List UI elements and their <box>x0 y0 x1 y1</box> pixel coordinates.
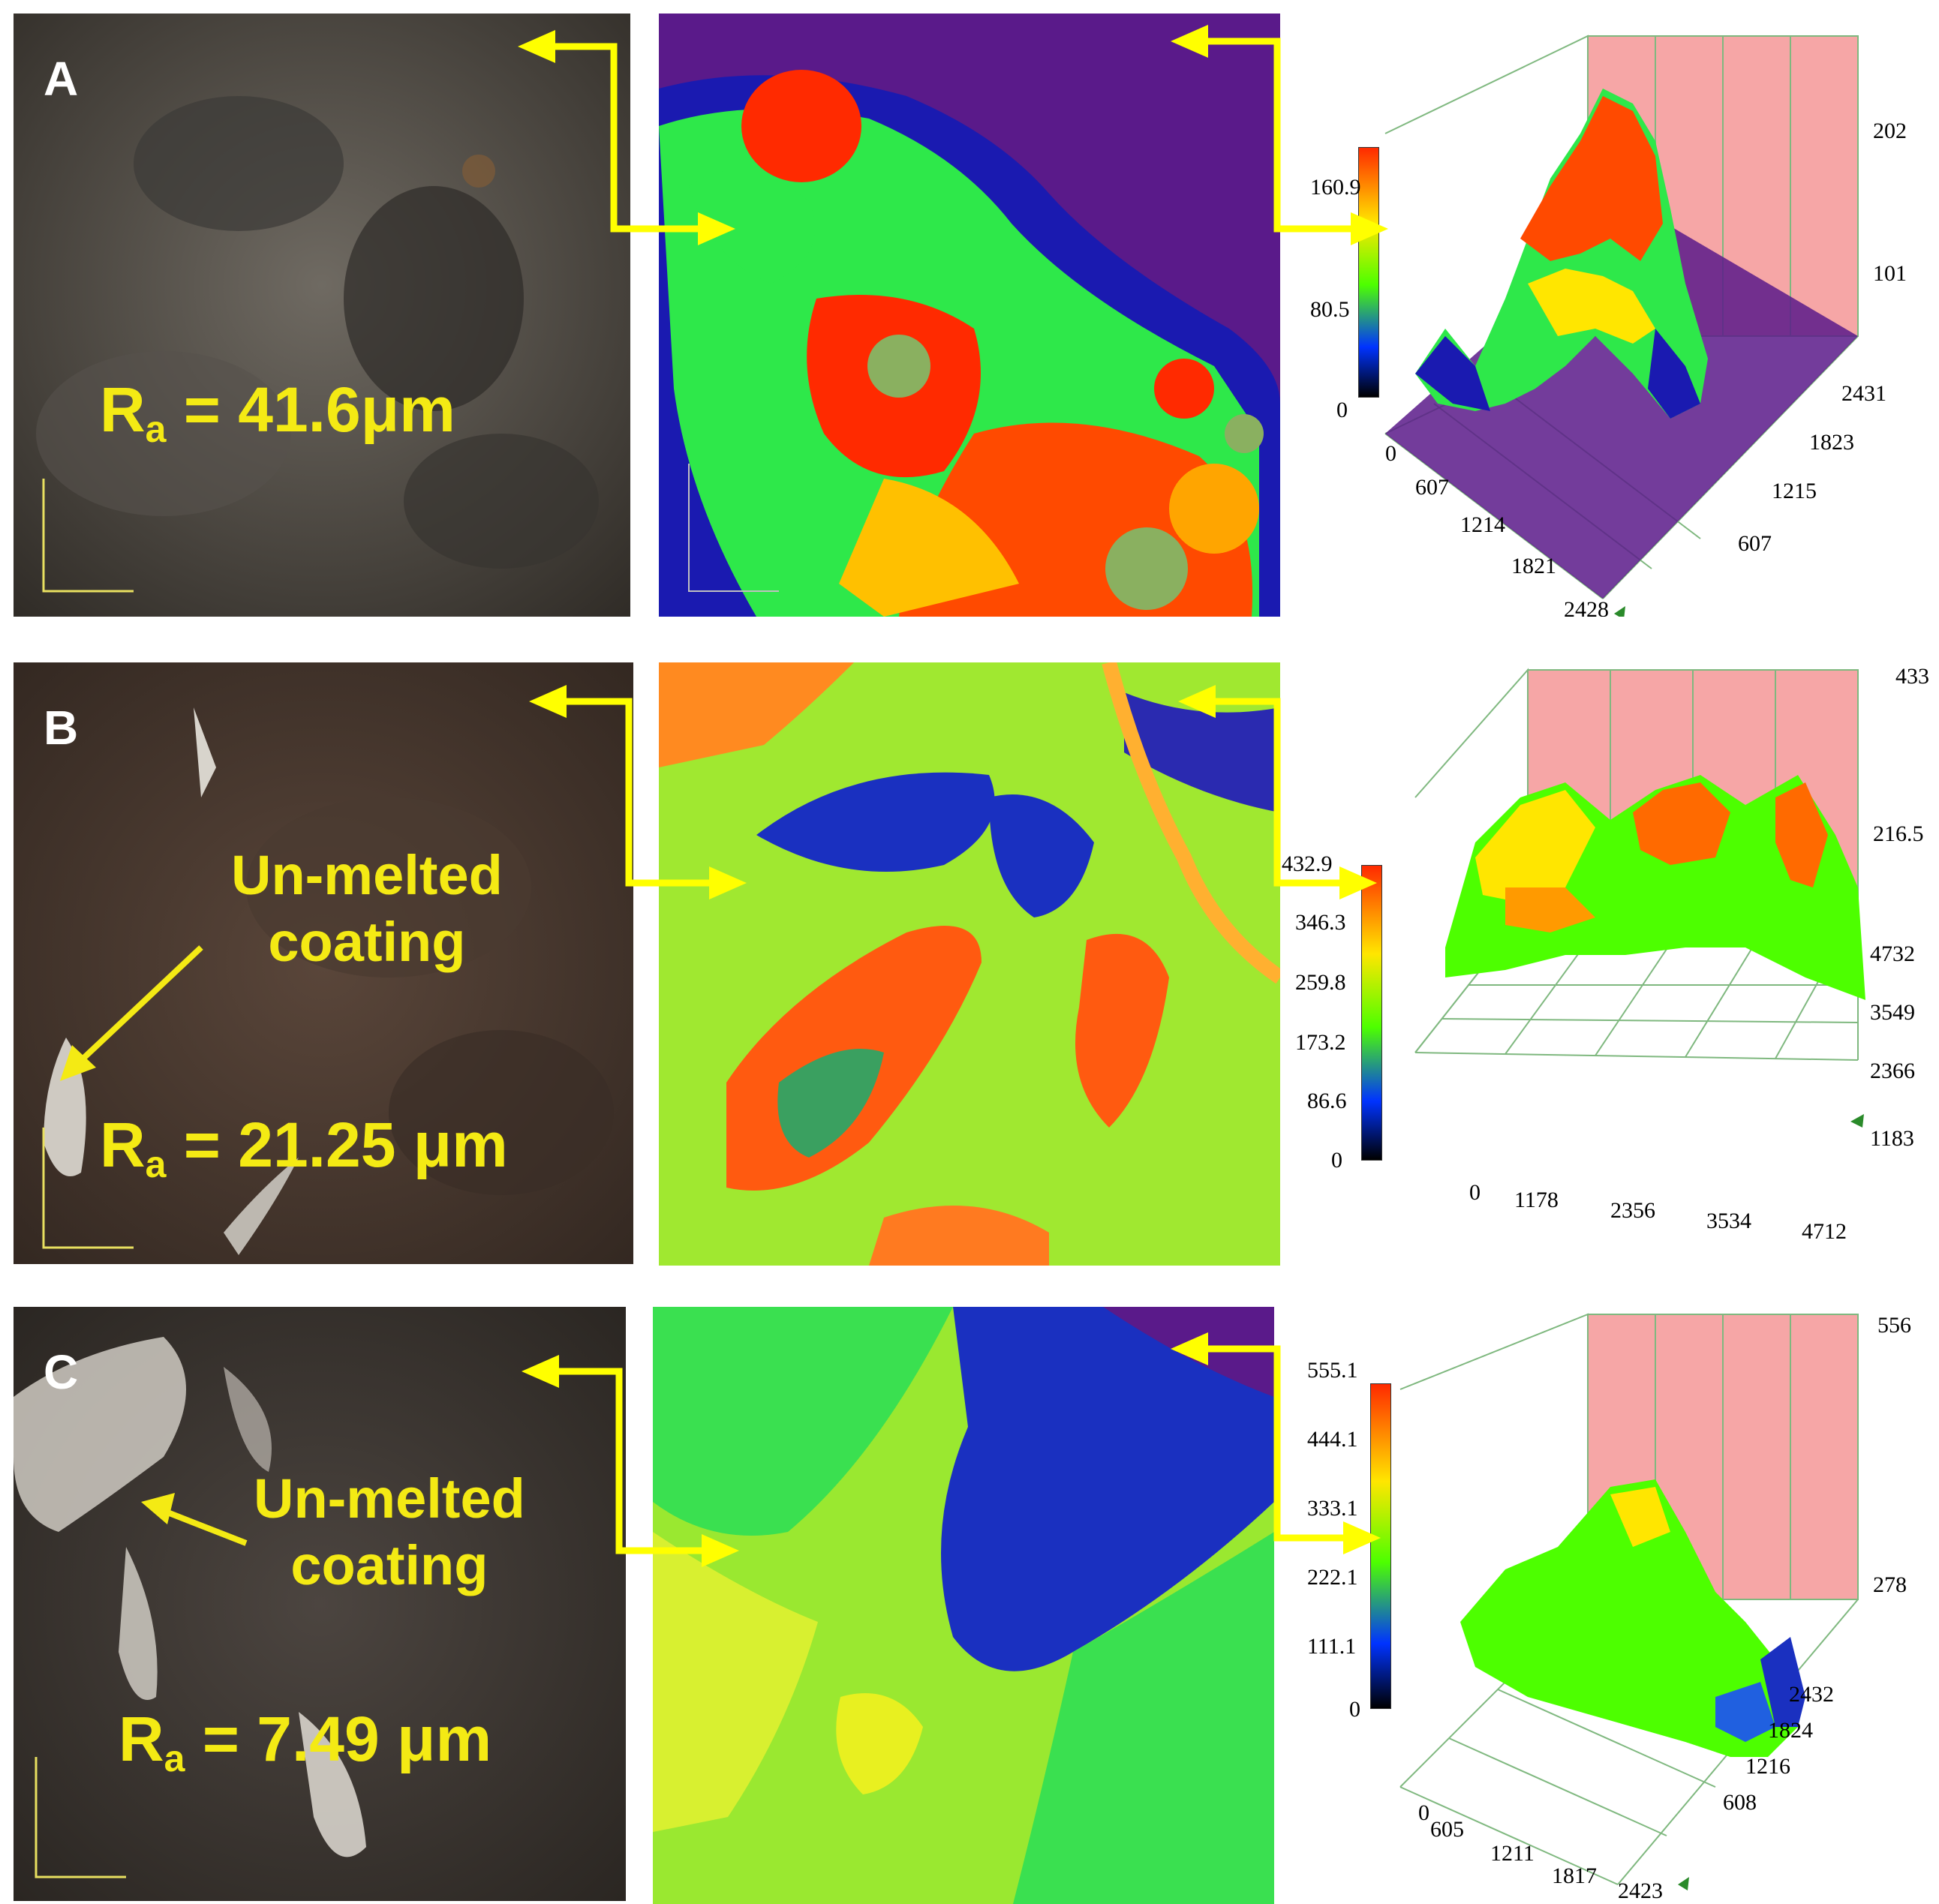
annotation-line: coating <box>268 910 466 973</box>
y-axis-tick: 607 <box>1738 531 1772 556</box>
x-axis-tick: 0 <box>1469 1180 1481 1205</box>
micrograph-b-texture <box>14 662 633 1264</box>
micrograph-a: A Ra = 41.6μm <box>14 14 630 617</box>
y-axis-tick: 2431 <box>1841 381 1886 406</box>
colorbar-b <box>1361 865 1382 1161</box>
height-map-c <box>653 1307 1274 1904</box>
annotation-arrow-b <box>60 945 203 1081</box>
colorbar-tick: 333.1 <box>1307 1496 1358 1521</box>
surface-plot-b-3d <box>1414 668 1865 1128</box>
ra-subscript: a <box>145 408 167 450</box>
panel-label-b: B <box>44 701 79 755</box>
roughness-value-c: Ra = 7.49 μm <box>119 1703 492 1780</box>
x-axis-tick: 3534 <box>1706 1209 1751 1233</box>
x-axis-tick: 4712 <box>1802 1219 1847 1244</box>
colorbar-tick: 432.9 <box>1282 851 1333 876</box>
annotation-line: Un-melted <box>231 844 503 906</box>
colorbar-tick: 259.8 <box>1295 970 1346 995</box>
y-axis-tick: 1823 <box>1809 430 1854 455</box>
x-axis-tick: 0 <box>1418 1800 1429 1825</box>
micrograph-a-texture <box>14 14 630 617</box>
colorbar-c <box>1370 1383 1391 1709</box>
colorbar-tick: 86.6 <box>1307 1089 1347 1113</box>
z-axis-tick: 101 <box>1873 261 1907 286</box>
colorbar-a <box>1358 147 1379 398</box>
x-axis-tick: 1178 <box>1514 1188 1559 1212</box>
x-axis-tick: 2356 <box>1610 1198 1655 1223</box>
colorbar-tick: 346.3 <box>1295 910 1346 935</box>
micrograph-b: B Un-melted coating Ra = 21.25 μm <box>14 662 633 1264</box>
y-axis-tick: 1216 <box>1745 1754 1790 1779</box>
z-axis-tick: 216.5 <box>1873 821 1924 846</box>
annotation-unmelted-coating-b: Un-melted coating <box>231 842 503 976</box>
colorbar-tick: 555.1 <box>1307 1358 1358 1383</box>
height-map-b <box>659 662 1280 1266</box>
y-axis-tick: 608 <box>1723 1790 1757 1815</box>
x-axis-tick: 1214 <box>1460 512 1505 537</box>
colorbar-tick: 444.1 <box>1307 1427 1358 1452</box>
height-map-a <box>659 14 1280 617</box>
ra-symbol: R <box>100 1110 146 1180</box>
height-map-c-image <box>653 1307 1274 1904</box>
ra-symbol: R <box>100 374 146 445</box>
y-axis-tick: 1183 <box>1870 1126 1914 1151</box>
colorbar-tick: 0 <box>1349 1697 1360 1722</box>
z-axis-tick: 278 <box>1873 1572 1907 1597</box>
z-axis-tick: 556 <box>1877 1313 1911 1338</box>
x-axis-tick: 607 <box>1415 475 1449 500</box>
ra-subscript: a <box>145 1143 167 1185</box>
x-axis-tick: 605 <box>1430 1817 1464 1842</box>
colorbar-tick: 111.1 <box>1307 1634 1357 1659</box>
surface-plot-a-3d <box>1384 35 1859 617</box>
annotation-unmelted-coating-c: Un-melted coating <box>254 1466 525 1599</box>
annotation-line: Un-melted <box>254 1467 525 1530</box>
x-axis-tick: 1817 <box>1552 1863 1597 1888</box>
y-axis-tick: 2366 <box>1870 1059 1915 1083</box>
roughness-value-b: Ra = 21.25 μm <box>100 1109 508 1186</box>
y-axis-tick: 1824 <box>1768 1718 1813 1743</box>
x-axis-tick: 1821 <box>1511 554 1556 578</box>
ra-value: = 21.25 μm <box>183 1110 508 1180</box>
height-map-b-image <box>659 662 1280 1266</box>
z-axis-tick: 433 <box>1895 664 1929 689</box>
y-axis-tick: 2432 <box>1789 1682 1834 1707</box>
surface-plot-c: 555.1 444.1 333.1 222.1 111.1 0 556 278 … <box>1280 1307 1939 1904</box>
colorbar-tick: 80.5 <box>1310 297 1350 322</box>
roughness-value-a: Ra = 41.6μm <box>100 374 455 451</box>
annotation-line: coating <box>290 1533 489 1596</box>
colorbar-tick: 173.2 <box>1295 1030 1346 1055</box>
y-axis-tick: 1215 <box>1772 479 1817 503</box>
panel-label-c: C <box>44 1345 79 1399</box>
micrograph-c: C Un-melted coating Ra = 7.49 μm <box>14 1307 626 1901</box>
x-axis-tick: 2423 <box>1618 1878 1663 1903</box>
colorbar-tick: 0 <box>1336 398 1348 422</box>
ra-value: = 41.6μm <box>183 374 455 445</box>
panel-label-a: A <box>44 52 79 106</box>
z-axis-tick: 202 <box>1873 119 1907 143</box>
x-axis-tick: 2428 <box>1564 597 1609 617</box>
micrograph-c-texture <box>14 1307 626 1901</box>
height-map-a-image <box>659 14 1280 617</box>
ra-subscript: a <box>164 1737 185 1779</box>
surface-plot-c-3d <box>1399 1313 1859 1890</box>
x-axis-tick: 0 <box>1385 441 1396 466</box>
x-axis-tick: 1211 <box>1490 1841 1535 1866</box>
colorbar-tick: 222.1 <box>1307 1565 1358 1590</box>
y-axis-tick: 3549 <box>1870 1000 1915 1025</box>
colorbar-tick: 160.9 <box>1310 175 1361 200</box>
ra-symbol: R <box>119 1704 164 1774</box>
annotation-arrow-c <box>141 1493 248 1546</box>
colorbar-tick: 0 <box>1331 1148 1342 1173</box>
surface-plot-a: 160.9 80.5 0 202 101 0 607 1214 1821 242… <box>1280 14 1939 617</box>
surface-plot-b: 432.9 346.3 259.8 173.2 86.6 0 433 216.5… <box>1280 662 1939 1266</box>
y-axis-tick: 4732 <box>1870 941 1915 966</box>
ra-value: = 7.49 μm <box>202 1704 492 1774</box>
